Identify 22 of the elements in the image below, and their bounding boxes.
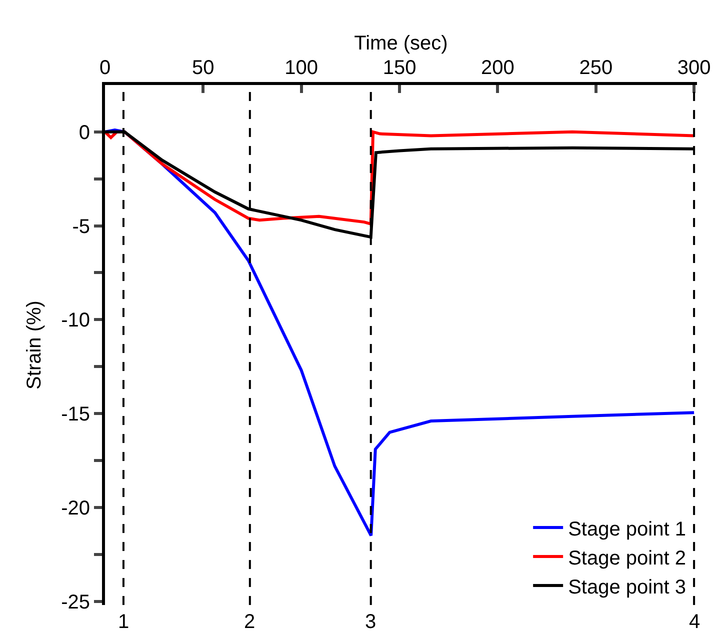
y-axis-title: Strain (%): [24, 300, 46, 390]
x-tick-label: 0: [99, 57, 111, 79]
x-tick-label: 50: [192, 57, 214, 79]
x-tick-label: 300: [677, 57, 711, 79]
y-tick-label: 0: [78, 122, 90, 144]
text: 3: [365, 611, 376, 633]
y-tick-label: -25: [61, 591, 90, 614]
text: 4: [689, 611, 700, 633]
x-axis-title: Time (sec): [354, 32, 448, 54]
legend-label: Stage point 3: [568, 576, 686, 598]
text: 2: [244, 611, 256, 633]
legend-label: Stage point 2: [568, 547, 686, 570]
y-tick-label: -10: [61, 310, 90, 332]
x-tick-label: 150: [382, 57, 416, 79]
y-tick-label: -20: [61, 497, 90, 520]
y-tick-label: -5: [72, 216, 90, 238]
x-tick-label: 100: [284, 57, 318, 79]
x-tick-label: 200: [481, 57, 514, 79]
x-tick-label: 250: [579, 57, 613, 79]
y-tick-label: -15: [61, 404, 90, 426]
legend-label: Stage point 1: [568, 518, 686, 540]
text: 1: [118, 611, 130, 633]
